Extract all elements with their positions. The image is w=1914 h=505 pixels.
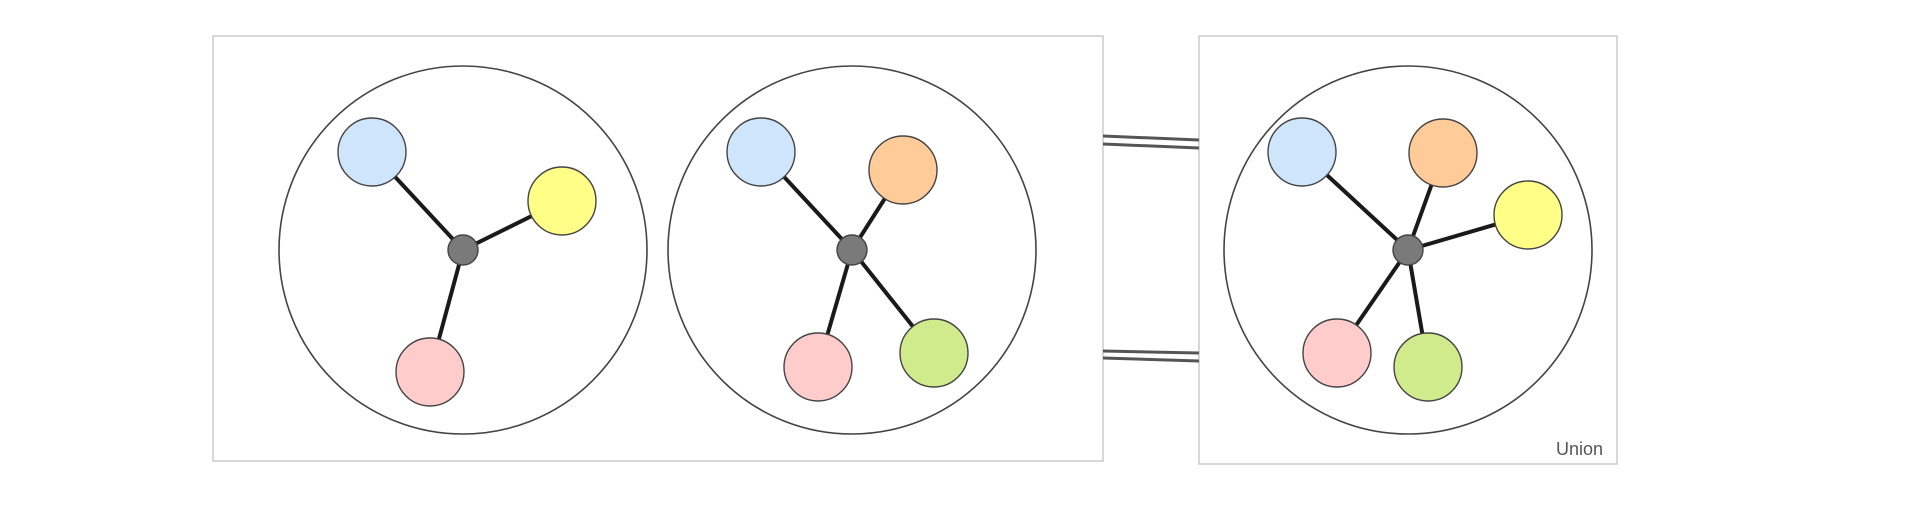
connector-bottom bbox=[1102, 349, 1200, 363]
graph-union-node-pink bbox=[1302, 318, 1372, 388]
graph-b-node-blue bbox=[726, 117, 796, 187]
graph-b-boundary bbox=[667, 65, 1037, 435]
union-label: Union bbox=[1556, 439, 1603, 459]
graph-union-hub bbox=[1392, 234, 1424, 266]
graph-union-node-blue bbox=[1267, 117, 1337, 187]
graph-union-boundary bbox=[1223, 65, 1593, 435]
graph-a-boundary bbox=[278, 65, 648, 435]
graph-union-node-yellow bbox=[1493, 180, 1563, 250]
graph-b bbox=[667, 65, 1037, 435]
graph-union bbox=[1223, 65, 1593, 435]
graph-b-node-pink bbox=[783, 332, 853, 402]
graph-b-hub bbox=[836, 234, 868, 266]
left-frame bbox=[212, 35, 1104, 462]
graph-b-node-green bbox=[899, 318, 969, 388]
graph-union-node-orange bbox=[1408, 118, 1478, 188]
graph-union-node-green bbox=[1393, 332, 1463, 402]
graph-a bbox=[278, 65, 648, 435]
graph-a-node-pink bbox=[395, 337, 465, 407]
graph-b-node-orange bbox=[868, 135, 938, 205]
connector-top bbox=[1102, 134, 1200, 150]
graph-a-node-blue bbox=[337, 117, 407, 187]
graph-a-node-yellow bbox=[527, 166, 597, 236]
graph-a-hub bbox=[447, 234, 479, 266]
